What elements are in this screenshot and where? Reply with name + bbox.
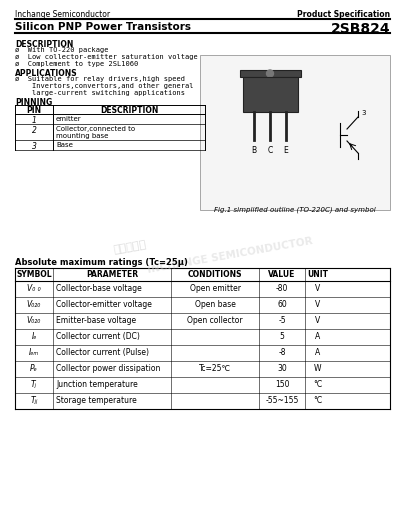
- Text: CONDITIONS: CONDITIONS: [188, 270, 242, 279]
- Text: Collector-emitter voltage: Collector-emitter voltage: [56, 300, 152, 309]
- Text: ø  Suitable for relay drivers,high speed: ø Suitable for relay drivers,high speed: [15, 76, 185, 82]
- Text: Open emitter: Open emitter: [190, 284, 240, 293]
- Text: 国涸半导体: 国涸半导体: [113, 239, 147, 255]
- Text: PINNING: PINNING: [15, 98, 52, 107]
- Text: Tc=25℃: Tc=25℃: [199, 364, 231, 373]
- Text: Collector current (DC): Collector current (DC): [56, 332, 140, 341]
- Text: Collector,connected to
mounting base: Collector,connected to mounting base: [56, 126, 135, 139]
- Text: V: V: [315, 284, 321, 293]
- Text: Junction temperature: Junction temperature: [56, 380, 138, 389]
- Text: V₀ ₀: V₀ ₀: [27, 284, 41, 293]
- Text: Tⱼ: Tⱼ: [31, 380, 37, 389]
- Text: 2SB824: 2SB824: [330, 22, 390, 36]
- Text: ø  Low collector-emitter saturation voltage: ø Low collector-emitter saturation volta…: [15, 54, 198, 60]
- Text: Product Specification: Product Specification: [297, 10, 390, 19]
- Text: Base: Base: [56, 142, 73, 148]
- Text: Collector-base voltage: Collector-base voltage: [56, 284, 142, 293]
- Text: V: V: [315, 316, 321, 325]
- Text: 1: 1: [32, 116, 36, 125]
- Text: V₀₂₀: V₀₂₀: [27, 316, 41, 325]
- Text: Iₑ: Iₑ: [31, 332, 37, 341]
- Text: Inchange Semiconductor: Inchange Semiconductor: [15, 10, 110, 19]
- Text: APPLICATIONS: APPLICATIONS: [15, 69, 78, 78]
- Text: Invertors,convertors,and other general: Invertors,convertors,and other general: [15, 83, 194, 89]
- Bar: [242, 77, 298, 112]
- Text: -5: -5: [278, 316, 286, 325]
- Text: Collector current (Pulse): Collector current (Pulse): [56, 348, 149, 357]
- Bar: [200, 55, 390, 210]
- Text: A: A: [315, 332, 321, 341]
- Text: Storage temperature: Storage temperature: [56, 396, 137, 405]
- Text: ø  With TO-220 package: ø With TO-220 package: [15, 47, 108, 53]
- Text: 60: 60: [277, 300, 287, 309]
- Text: W: W: [314, 364, 322, 373]
- Text: DESCRIPTION: DESCRIPTION: [15, 40, 73, 49]
- Text: PARAMETER: PARAMETER: [86, 270, 138, 279]
- Bar: [240, 70, 300, 77]
- Text: Collector power dissipation: Collector power dissipation: [56, 364, 160, 373]
- Text: PIN: PIN: [26, 106, 42, 115]
- Text: 5: 5: [280, 332, 284, 341]
- Text: 30: 30: [277, 364, 287, 373]
- Text: °C: °C: [314, 380, 322, 389]
- Text: -80: -80: [276, 284, 288, 293]
- Text: -55~155: -55~155: [265, 396, 299, 405]
- Text: 3: 3: [361, 110, 366, 116]
- Text: Open collector: Open collector: [187, 316, 243, 325]
- Circle shape: [266, 70, 274, 77]
- Text: V: V: [315, 300, 321, 309]
- Text: -8: -8: [278, 348, 286, 357]
- Text: SYMBOL: SYMBOL: [16, 270, 52, 279]
- Text: Absolute maximum ratings (Tc=25µ): Absolute maximum ratings (Tc=25µ): [15, 258, 188, 267]
- Text: 2: 2: [32, 126, 36, 135]
- Text: 3: 3: [32, 142, 36, 151]
- Text: DESCRIPTION: DESCRIPTION: [100, 106, 158, 115]
- Text: Iₑₘ: Iₑₘ: [29, 348, 39, 357]
- Text: Fig.1 simplified outline (TO-220C) and symbol: Fig.1 simplified outline (TO-220C) and s…: [214, 206, 376, 212]
- Text: A: A: [315, 348, 321, 357]
- Text: VALUE: VALUE: [268, 270, 296, 279]
- Text: Pₑ: Pₑ: [30, 364, 38, 373]
- Text: B: B: [252, 146, 256, 155]
- Text: UNIT: UNIT: [308, 270, 328, 279]
- Text: C: C: [267, 146, 273, 155]
- Text: V₀₂₀: V₀₂₀: [27, 300, 41, 309]
- Text: Open base: Open base: [194, 300, 236, 309]
- Text: Tⱼⱼ: Tⱼⱼ: [30, 396, 38, 405]
- Text: Silicon PNP Power Transistors: Silicon PNP Power Transistors: [15, 22, 191, 32]
- Text: E: E: [284, 146, 288, 155]
- Text: emitter: emitter: [56, 116, 82, 122]
- Text: large-current switching applications: large-current switching applications: [15, 90, 185, 96]
- Text: °C: °C: [314, 396, 322, 405]
- Text: 150: 150: [275, 380, 289, 389]
- Text: INCHANGE SEMICONDUCTOR: INCHANGE SEMICONDUCTOR: [146, 236, 314, 275]
- Text: ø  Complement to type 2SL1060: ø Complement to type 2SL1060: [15, 61, 138, 67]
- Text: Emitter-base voltage: Emitter-base voltage: [56, 316, 136, 325]
